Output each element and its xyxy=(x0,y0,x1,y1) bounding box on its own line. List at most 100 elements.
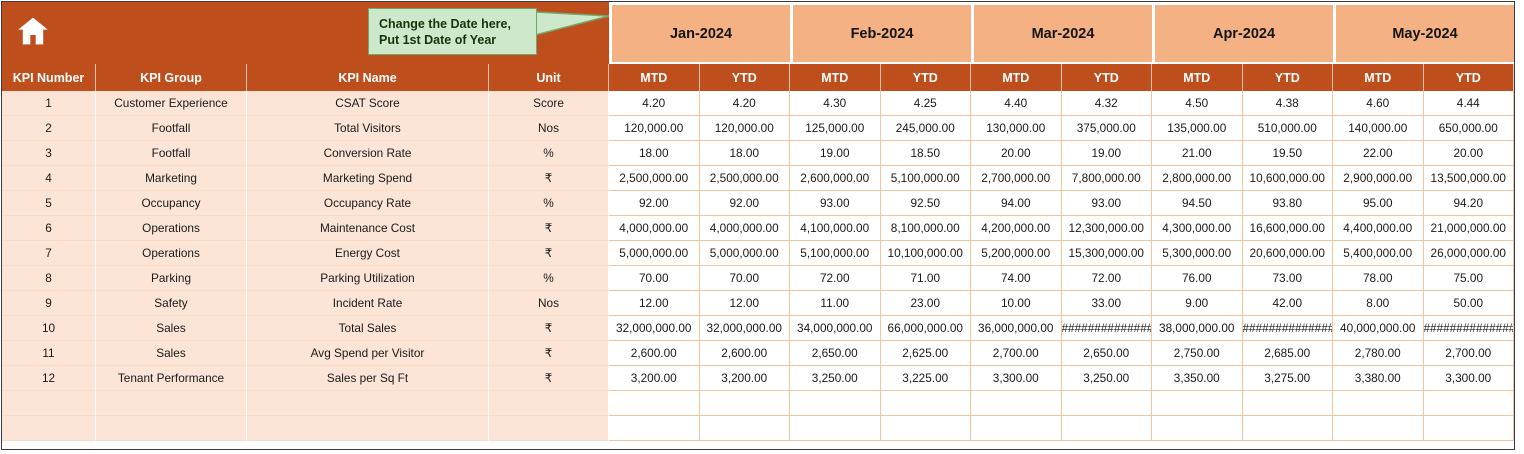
kpi-name-cell[interactable]: Marketing Spend xyxy=(247,166,489,191)
value-cell[interactable]: 2,600.00 xyxy=(609,341,700,366)
value-cell[interactable]: 4,000,000.00 xyxy=(609,216,700,241)
value-cell[interactable]: ############## xyxy=(1424,316,1515,341)
empty-cell[interactable] xyxy=(489,416,609,441)
kpi-name-cell[interactable]: Sales per Sq Ft xyxy=(247,366,489,391)
value-cell[interactable]: 125,000.00 xyxy=(790,116,881,141)
value-cell[interactable]: 20.00 xyxy=(971,141,1062,166)
value-cell[interactable]: 4.40 xyxy=(971,91,1062,116)
kpi-unit-cell[interactable]: Nos xyxy=(489,116,609,141)
value-cell[interactable]: 13,500,000.00 xyxy=(1424,166,1515,191)
kpi-number-cell[interactable]: 5 xyxy=(2,191,96,216)
kpi-number-cell[interactable]: 2 xyxy=(2,116,96,141)
value-cell[interactable]: 3,200.00 xyxy=(700,366,791,391)
kpi-group-cell[interactable]: Safety xyxy=(96,291,247,316)
value-cell[interactable]: 245,000.00 xyxy=(881,116,972,141)
column-header-kpi-number[interactable]: KPI Number xyxy=(2,64,96,91)
month-header-cell[interactable]: May-2024 xyxy=(1333,2,1514,64)
kpi-group-cell[interactable]: Customer Experience xyxy=(96,91,247,116)
value-cell[interactable]: 72.00 xyxy=(1062,266,1153,291)
value-cell[interactable]: 21,000,000.00 xyxy=(1424,216,1515,241)
value-cell[interactable]: 5,000,000.00 xyxy=(609,241,700,266)
value-cell[interactable]: 93.80 xyxy=(1243,191,1334,216)
value-cell[interactable]: 78.00 xyxy=(1333,266,1424,291)
empty-cell[interactable] xyxy=(1243,416,1334,441)
value-cell[interactable]: 4,400,000.00 xyxy=(1333,216,1424,241)
value-cell[interactable]: 510,000.00 xyxy=(1243,116,1334,141)
kpi-name-cell[interactable]: Avg Spend per Visitor xyxy=(247,341,489,366)
column-header-unit[interactable]: Unit xyxy=(489,64,609,91)
value-cell[interactable]: 19.50 xyxy=(1243,141,1334,166)
empty-cell[interactable] xyxy=(609,391,700,416)
value-cell[interactable]: 2,900,000.00 xyxy=(1333,166,1424,191)
empty-cell[interactable] xyxy=(881,391,972,416)
value-cell[interactable]: 95.00 xyxy=(1333,191,1424,216)
empty-cell[interactable] xyxy=(1152,391,1243,416)
value-cell[interactable]: 94.20 xyxy=(1424,191,1515,216)
value-cell[interactable]: 21.00 xyxy=(1152,141,1243,166)
kpi-group-cell[interactable]: Tenant Performance xyxy=(96,366,247,391)
value-cell[interactable]: 2,800,000.00 xyxy=(1152,166,1243,191)
kpi-group-cell[interactable]: Footfall xyxy=(96,116,247,141)
value-cell[interactable]: 3,275.00 xyxy=(1243,366,1334,391)
value-cell[interactable]: 2,500,000.00 xyxy=(700,166,791,191)
value-cell[interactable]: 66,000,000.00 xyxy=(881,316,972,341)
value-cell[interactable]: 5,100,000.00 xyxy=(790,241,881,266)
value-cell[interactable]: 4.32 xyxy=(1062,91,1153,116)
column-header-ytd[interactable]: YTD xyxy=(881,64,972,91)
kpi-number-cell[interactable]: 10 xyxy=(2,316,96,341)
kpi-number-cell[interactable]: 6 xyxy=(2,216,96,241)
empty-cell[interactable] xyxy=(2,391,96,416)
value-cell[interactable]: 3,250.00 xyxy=(790,366,881,391)
kpi-number-cell[interactable]: 1 xyxy=(2,91,96,116)
kpi-name-cell[interactable]: Total Visitors xyxy=(247,116,489,141)
month-header-cell[interactable]: Feb-2024 xyxy=(790,2,971,64)
value-cell[interactable]: 19.00 xyxy=(790,141,881,166)
value-cell[interactable]: 92.00 xyxy=(700,191,791,216)
kpi-unit-cell[interactable]: ₹ xyxy=(489,216,609,241)
value-cell[interactable]: 120,000.00 xyxy=(700,116,791,141)
value-cell[interactable]: 135,000.00 xyxy=(1152,116,1243,141)
month-header-cell[interactable]: Apr-2024 xyxy=(1152,2,1333,64)
column-header-ytd[interactable]: YTD xyxy=(1062,64,1153,91)
value-cell[interactable]: 2,780.00 xyxy=(1333,341,1424,366)
value-cell[interactable]: 650,000.00 xyxy=(1424,116,1515,141)
value-cell[interactable]: 3,300.00 xyxy=(971,366,1062,391)
home-button[interactable] xyxy=(14,12,52,50)
value-cell[interactable]: 7,800,000.00 xyxy=(1062,166,1153,191)
value-cell[interactable]: 2,600,000.00 xyxy=(790,166,881,191)
value-cell[interactable]: 70.00 xyxy=(609,266,700,291)
value-cell[interactable]: 2,650.00 xyxy=(790,341,881,366)
value-cell[interactable]: 18.00 xyxy=(609,141,700,166)
value-cell[interactable]: 4.50 xyxy=(1152,91,1243,116)
value-cell[interactable]: 26,000,000.00 xyxy=(1424,241,1515,266)
value-cell[interactable]: 8.00 xyxy=(1333,291,1424,316)
empty-cell[interactable] xyxy=(971,416,1062,441)
kpi-group-cell[interactable]: Operations xyxy=(96,216,247,241)
value-cell[interactable]: 4.25 xyxy=(881,91,972,116)
value-cell[interactable]: 375,000.00 xyxy=(1062,116,1153,141)
value-cell[interactable]: 4.20 xyxy=(609,91,700,116)
value-cell[interactable]: 12.00 xyxy=(700,291,791,316)
kpi-group-cell[interactable]: Footfall xyxy=(96,141,247,166)
kpi-unit-cell[interactable]: ₹ xyxy=(489,341,609,366)
value-cell[interactable]: 4.60 xyxy=(1333,91,1424,116)
empty-cell[interactable] xyxy=(790,391,881,416)
value-cell[interactable]: 92.00 xyxy=(609,191,700,216)
value-cell[interactable]: 3,200.00 xyxy=(609,366,700,391)
column-header-mtd[interactable]: MTD xyxy=(609,64,700,91)
column-header-ytd[interactable]: YTD xyxy=(700,64,791,91)
value-cell[interactable]: 16,600,000.00 xyxy=(1243,216,1334,241)
kpi-unit-cell[interactable]: % xyxy=(489,266,609,291)
kpi-name-cell[interactable]: Total Sales xyxy=(247,316,489,341)
value-cell[interactable]: 71.00 xyxy=(881,266,972,291)
value-cell[interactable]: 3,380.00 xyxy=(1333,366,1424,391)
month-header-cell[interactable]: Mar-2024 xyxy=(971,2,1152,64)
kpi-name-cell[interactable]: Maintenance Cost xyxy=(247,216,489,241)
column-header-mtd[interactable]: MTD xyxy=(790,64,881,91)
value-cell[interactable]: 2,700,000.00 xyxy=(971,166,1062,191)
value-cell[interactable]: 94.50 xyxy=(1152,191,1243,216)
empty-cell[interactable] xyxy=(247,391,489,416)
column-header-ytd[interactable]: YTD xyxy=(1424,64,1515,91)
empty-cell[interactable] xyxy=(96,391,247,416)
column-header-mtd[interactable]: MTD xyxy=(1333,64,1424,91)
